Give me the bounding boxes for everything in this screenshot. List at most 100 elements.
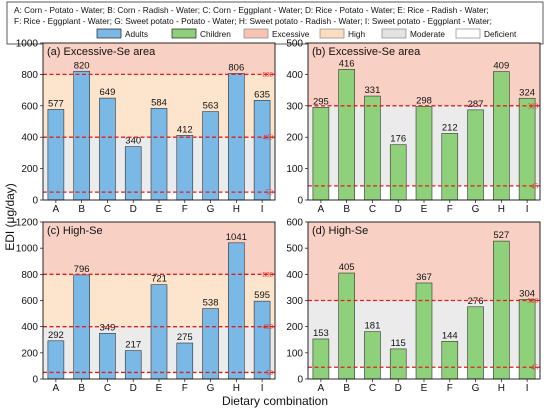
bar-D	[389, 144, 407, 201]
bar-F	[441, 341, 459, 380]
bar-F	[176, 135, 194, 201]
legend-items: Adults Children Excessive High Moderate Defic…	[96, 28, 517, 39]
x-tick-B: B	[343, 383, 350, 394]
x-tick-I: I	[526, 204, 529, 215]
legend-combos-line-1: A: Corn - Potato - Water; B: Corn - Radi…	[14, 5, 489, 15]
y-tick-600: 600	[21, 296, 38, 307]
panel-a: 577 A 820 B 649 C 340 D 584 E 412 F 563 G 806 H 635 I50 40…	[16, 39, 276, 215]
panel-b: 295 A 416 B 331 C 176 D 298 E 212 F 287 G 409 H 324 I 45 30…	[286, 39, 541, 215]
legend-combos-line-2: F: Rice - Eggplant - Water; G: Sweet pot…	[14, 16, 492, 26]
bar-I	[253, 100, 271, 201]
ref-label-400: 400	[263, 134, 274, 142]
y-tick-200: 200	[286, 133, 303, 144]
panels: 577A820B649C340D584E412F563G806H635I5040…	[16, 39, 541, 394]
bar-I	[253, 300, 271, 380]
x-tick-C: C	[369, 383, 376, 394]
x-tick-B: B	[343, 204, 350, 215]
bar-G	[202, 111, 219, 201]
bar-A	[47, 109, 65, 201]
legend-swatch-children	[171, 28, 197, 39]
y-tick-400: 400	[21, 133, 38, 144]
bar-B	[338, 272, 355, 380]
x-tick-H: H	[498, 204, 505, 215]
panel-title: (c) High-Se	[47, 225, 103, 237]
bar-A	[312, 338, 330, 380]
x-tick-D: D	[130, 204, 137, 215]
y-tick-500: 500	[286, 39, 303, 50]
legend-label-high: High	[348, 29, 365, 39]
bar-G	[467, 109, 484, 201]
y-tick-0: 0	[32, 196, 38, 207]
x-tick-F: F	[447, 383, 453, 394]
data-label-H: 409	[493, 61, 509, 72]
x-tick-I: I	[261, 383, 264, 394]
y-tick-500: 500	[286, 244, 303, 255]
panel-title: (b) Excessive-Se area	[312, 46, 421, 58]
data-label-H: 806	[228, 62, 244, 73]
data-label-I: 595	[254, 290, 270, 301]
panel-frame	[307, 42, 541, 201]
x-tick-E: E	[421, 383, 428, 394]
x-tick-G: G	[472, 204, 480, 215]
data-label-D: 217	[125, 340, 141, 351]
x-tick-B: B	[78, 204, 85, 215]
x-tick-F: F	[447, 204, 453, 215]
x-tick-G: G	[207, 383, 215, 394]
bar-H	[493, 71, 510, 201]
x-tick-A: A	[318, 383, 325, 394]
data-label-H: 527	[493, 230, 509, 241]
legend-swatch-adults	[96, 28, 122, 39]
y-tick-100: 100	[286, 348, 303, 359]
bar-H	[493, 240, 510, 380]
data-label-A: 577	[48, 98, 64, 109]
data-label-E: 367	[416, 272, 432, 283]
x-axis-title: Dietary combination	[222, 394, 328, 408]
y-tick-400: 400	[286, 270, 303, 281]
ref-label-300: 300	[528, 102, 539, 110]
x-tick-D: D	[395, 204, 402, 215]
ref-label-50: 50	[266, 369, 274, 377]
panel-title: (a) Excessive-Se area	[47, 46, 156, 58]
data-label-C: 331	[365, 85, 381, 96]
data-label-D: 115	[391, 338, 406, 349]
y-tick-0: 0	[297, 196, 303, 207]
data-label-D: 340	[125, 136, 141, 147]
data-label-C: 649	[100, 87, 116, 98]
bar-C	[364, 331, 381, 380]
ref-label-45: 45	[531, 182, 539, 190]
y-tick-1000: 1000	[16, 244, 39, 255]
legend-swatch-high	[319, 28, 345, 39]
x-tick-E: E	[421, 204, 428, 215]
legend-swatch-excessive	[243, 28, 269, 39]
data-label-C: 349	[100, 322, 116, 333]
band-excessive	[43, 43, 275, 75]
bar-B	[338, 69, 355, 201]
y-tick-1200: 1200	[16, 218, 39, 229]
y-tick-100: 100	[286, 164, 303, 175]
y-tick-800: 800	[21, 70, 38, 81]
y-tick-600: 600	[21, 101, 38, 112]
panel-title: (d) High-Se	[312, 225, 368, 237]
data-label-I: 324	[519, 87, 535, 98]
y-tick-300: 300	[286, 101, 303, 112]
x-tick-E: E	[156, 204, 163, 215]
bar-C	[364, 95, 381, 201]
data-label-I: 304	[519, 288, 535, 299]
y-tick-1000: 1000	[16, 39, 39, 50]
legend-label-adults: Adults	[125, 29, 148, 39]
bar-A	[47, 340, 65, 380]
bar-E	[415, 282, 433, 380]
x-tick-C: C	[104, 204, 111, 215]
y-tick-0: 0	[297, 375, 303, 386]
y-tick-400: 400	[21, 322, 38, 333]
bar-G	[467, 306, 484, 380]
x-tick-G: G	[207, 204, 215, 215]
x-tick-H: H	[233, 204, 240, 215]
ref-label-50: 50	[266, 189, 274, 197]
data-label-A: 153	[313, 328, 329, 339]
ref-label-300: 300	[528, 297, 539, 305]
ref-label-800: 800	[263, 71, 274, 79]
data-label-C: 181	[365, 321, 381, 332]
x-tick-I: I	[526, 383, 529, 394]
